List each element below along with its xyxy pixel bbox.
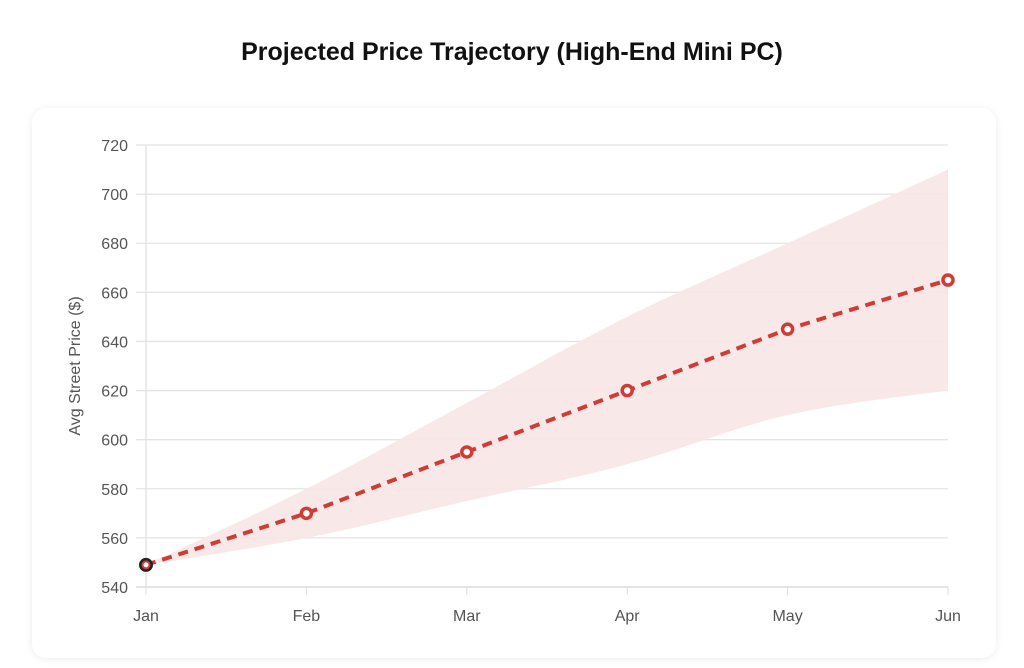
y-tick-label: 640	[101, 334, 128, 351]
x-tick-label: Jun	[935, 608, 961, 625]
x-tick-label: Mar	[453, 608, 481, 625]
x-tick-label: May	[772, 608, 802, 625]
y-tick-label: 700	[101, 187, 128, 204]
x-tick-label: Feb	[293, 608, 321, 625]
data-point[interactable]	[460, 445, 474, 459]
data-point-inner	[141, 560, 151, 570]
data-point[interactable]	[780, 322, 795, 336]
y-axis-label: Avg Street Price ($)	[67, 296, 84, 435]
y-tick-label: 660	[101, 285, 128, 302]
y-tick-label: 580	[101, 482, 128, 499]
chart-title: Projected Price Trajectory (High-End Min…	[241, 38, 783, 66]
x-tick-label: Apr	[615, 608, 641, 625]
confidence-band	[146, 169, 948, 565]
y-tick-label: 560	[101, 531, 128, 548]
x-tick-label: Jan	[133, 608, 159, 625]
data-point[interactable]	[620, 383, 634, 398]
series-line	[145, 278, 949, 567]
data-points	[139, 273, 955, 572]
data-point[interactable]	[299, 506, 314, 521]
y-tick-label: 620	[101, 384, 128, 401]
y-tick-label: 720	[101, 138, 128, 155]
axes: 540 560 580 600 620 640 660 680 700 720 Jan Feb Mar A…	[101, 138, 961, 625]
y-tick-label: 680	[101, 236, 128, 253]
data-point[interactable]	[941, 273, 955, 287]
y-tick-label: 540	[101, 580, 128, 597]
y-tick-label: 600	[101, 433, 128, 450]
